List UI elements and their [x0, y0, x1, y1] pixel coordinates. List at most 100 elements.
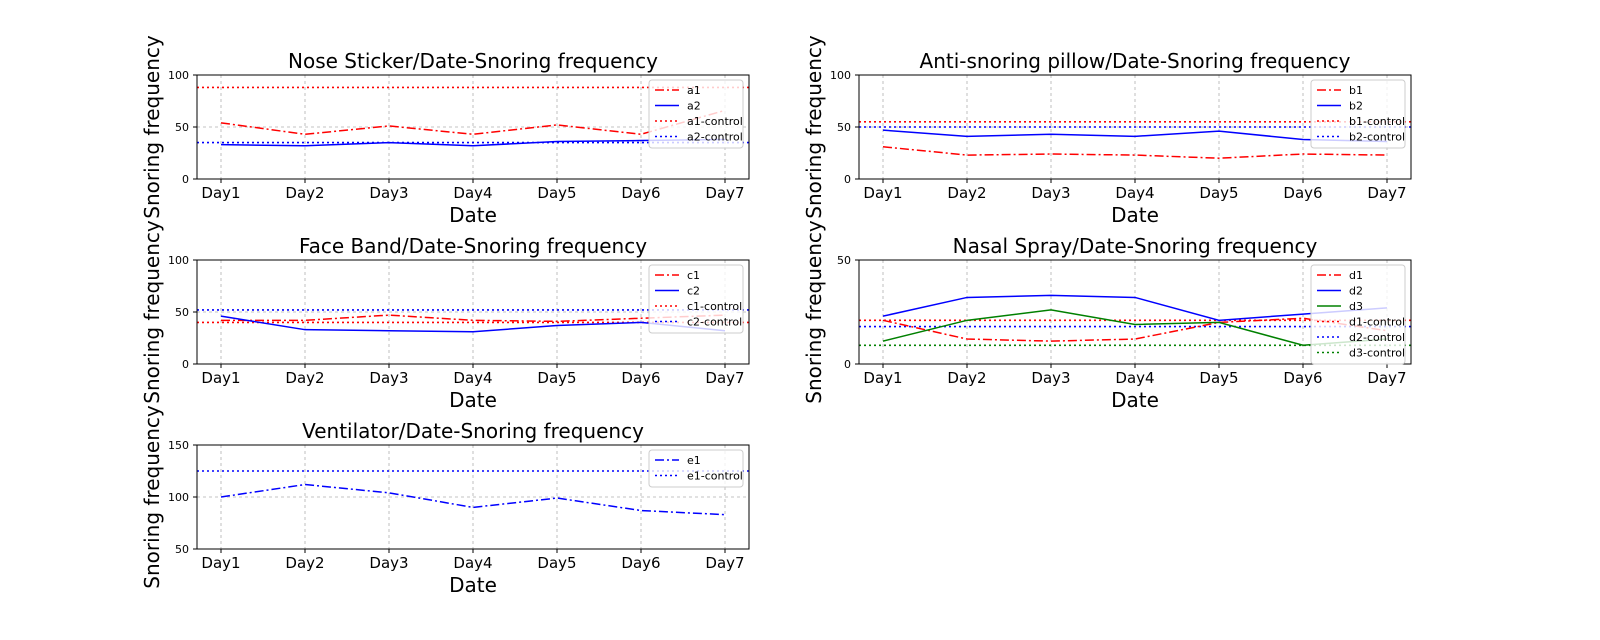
x-tick-label: Day5 [537, 554, 576, 572]
legend-label-d2: d2 [1349, 285, 1363, 298]
legend-label-d2-control: d2-control [1349, 331, 1405, 344]
legend-label-b1-control: b1-control [1349, 115, 1405, 128]
x-tick-label: Day1 [863, 184, 902, 202]
y-tick-label: 50 [175, 121, 189, 134]
x-tick-label: Day2 [285, 369, 324, 387]
legend-label-a2-control: a2-control [687, 131, 743, 144]
y-axis-label: Snoring frequency [140, 35, 164, 219]
y-axis-label: Snoring frequency [140, 405, 164, 589]
y-tick-label: 50 [837, 254, 851, 267]
x-tick-label: Day5 [1199, 369, 1238, 387]
x-tick-label: Day1 [201, 184, 240, 202]
x-tick-label: Day3 [1031, 369, 1070, 387]
legend-label-a1: a1 [687, 84, 701, 97]
legend: e1 e1-control [648, 449, 744, 488]
subplot-2: Day1 Day2 Day3 Day4 Day5 Day6 Day7 0 50 100 Anti-s… [802, 35, 1414, 227]
series-line-d1 [882, 317, 1388, 342]
x-tick-label: Day6 [1283, 369, 1322, 387]
x-tick-label: Day1 [201, 369, 240, 387]
series-line-c1 [221, 314, 726, 323]
x-tick-label: Day5 [537, 369, 576, 387]
y-tick-label: 150 [168, 439, 189, 452]
x-tick-label: Day5 [1199, 184, 1238, 202]
chart-title: Face Band/Date-Snoring frequency [299, 234, 647, 258]
x-tick-label: Day6 [621, 369, 660, 387]
x-axis-label: Date [449, 573, 497, 597]
x-tick-label: Day3 [369, 184, 408, 202]
legend-box [648, 79, 744, 149]
x-tick-label: Day7 [705, 184, 744, 202]
chart-title: Anti-snoring pillow/Date-Snoring frequen… [920, 49, 1351, 73]
legend: b1 b2 b1-control b2-control [1310, 79, 1406, 149]
series-line-b1 [882, 146, 1388, 159]
x-tick-label: Day7 [705, 369, 744, 387]
x-tick-label: Day4 [1115, 369, 1154, 387]
x-tick-label: Day3 [1031, 184, 1070, 202]
legend-box [648, 264, 744, 334]
x-tick-label: Day7 [1367, 369, 1406, 387]
series-line-b2 [882, 129, 1388, 143]
y-tick-label: 100 [168, 254, 189, 267]
subplot-1: Day1 Day2 Day3 Day4 Day5 Day6 Day7 0 50 100 Nose S… [140, 35, 752, 227]
legend-label-b2: b2 [1349, 100, 1363, 113]
y-axis-label: Snoring frequency [802, 220, 826, 404]
x-tick-label: Day5 [537, 184, 576, 202]
x-tick-label: Day1 [863, 369, 902, 387]
subplot-5: Day1 Day2 Day3 Day4 Day5 Day6 Day7 50 100 150 Vent… [140, 405, 752, 597]
x-tick-label: Day6 [621, 184, 660, 202]
y-tick-label: 100 [168, 491, 189, 504]
x-axis-label: Date [1111, 203, 1159, 227]
subplot-3: Day1 Day2 Day3 Day4 Day5 Day6 Day7 0 50 100 Face B… [140, 220, 752, 412]
legend-label-a2: a2 [687, 100, 701, 113]
x-tick-label: Day3 [369, 369, 408, 387]
legend-label-d3-control: d3-control [1349, 347, 1405, 360]
x-tick-label: Day1 [201, 554, 240, 572]
chart-title: Nose Sticker/Date-Snoring frequency [288, 49, 658, 73]
x-axis-label: Date [1111, 388, 1159, 412]
legend-label-a1-control: a1-control [687, 115, 743, 128]
y-tick-label: 0 [182, 173, 189, 186]
y-tick-label: 50 [175, 306, 189, 319]
x-tick-label: Day4 [453, 184, 492, 202]
legend-label-e1-control: e1-control [687, 470, 743, 483]
subplot-4: Day1 Day2 Day3 Day4 Day5 Day6 Day7 0 50 Nasal Spr… [802, 220, 1414, 412]
x-tick-label: Day4 [1115, 184, 1154, 202]
chart-title: Nasal Spray/Date-Snoring frequency [953, 234, 1318, 258]
legend-label-b1: b1 [1349, 84, 1363, 97]
x-tick-label: Day2 [947, 369, 986, 387]
y-axis-label: Snoring frequency [802, 35, 826, 219]
y-tick-label: 0 [844, 358, 851, 371]
x-tick-label: Day7 [705, 554, 744, 572]
legend-label-c1: c1 [687, 269, 700, 282]
legend: a1 a2 a1-control a2-control [648, 79, 744, 149]
legend-label-c2-control: c2-control [687, 316, 742, 329]
y-tick-label: 50 [837, 121, 851, 134]
y-tick-label: 0 [844, 173, 851, 186]
legend: d1 d2 d3 d1-control d2-control d3-control [1310, 264, 1406, 365]
legend: c1 c2 c1-control c2-control [648, 264, 744, 334]
y-tick-label: 50 [175, 543, 189, 556]
series-line-c2 [220, 315, 726, 333]
x-axis-label: Date [449, 388, 497, 412]
y-axis-label: Snoring frequency [140, 220, 164, 404]
y-tick-label: 100 [168, 69, 189, 82]
x-tick-label: Day3 [369, 554, 408, 572]
series-line-d3 [882, 309, 1388, 347]
legend-label-d3: d3 [1349, 300, 1363, 313]
x-tick-label: Day2 [947, 184, 986, 202]
y-tick-label: 100 [830, 69, 851, 82]
x-tick-label: Day2 [285, 554, 324, 572]
x-tick-label: Day4 [453, 554, 492, 572]
x-tick-label: Day2 [285, 184, 324, 202]
x-tick-label: Day6 [1283, 184, 1322, 202]
legend-label-c1-control: c1-control [687, 300, 742, 313]
legend-label-b2-control: b2-control [1349, 131, 1405, 144]
series-line-a2 [220, 138, 726, 147]
legend-box [1310, 79, 1406, 149]
x-tick-label: Day4 [453, 369, 492, 387]
legend-label-e1: e1 [687, 454, 701, 467]
legend-label-d1: d1 [1349, 269, 1363, 282]
y-tick-label: 0 [182, 358, 189, 371]
series-line-d2 [882, 294, 1388, 322]
